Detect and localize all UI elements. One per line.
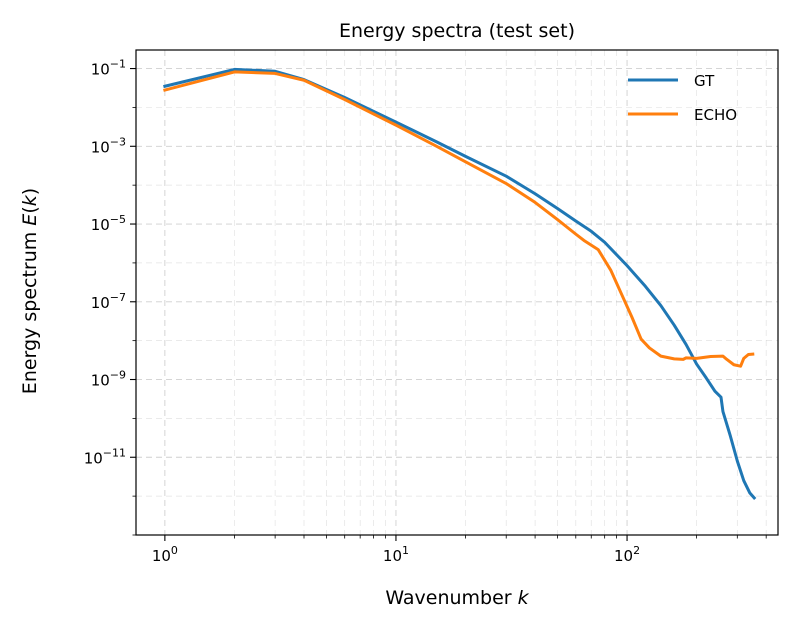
y-tick-label: 10−7 <box>91 291 126 312</box>
y-axis-label-function: E(k) <box>19 188 41 226</box>
x-tick-label: 100 <box>152 544 178 565</box>
series-line-echo <box>163 70 755 368</box>
legend: GT ECHO <box>628 72 737 124</box>
series-layer <box>163 67 757 501</box>
grid-layer <box>136 50 778 536</box>
legend-label-echo: ECHO <box>694 106 737 124</box>
y-tick-label: 10−3 <box>91 135 126 156</box>
tick-layer: 100 101 102 10−1 10−3 10−5 10−7 10−9 10−11 <box>84 58 767 565</box>
y-tick-label: 10−1 <box>91 58 126 79</box>
y-tick-label: 10−9 <box>91 369 126 390</box>
series-line-gt <box>163 67 757 501</box>
x-tick-label: 101 <box>383 544 409 565</box>
y-tick-label: 10−5 <box>91 213 126 234</box>
y-axis-label: Energy spectrum E(k) <box>19 188 41 394</box>
chart-title: Energy spectra (test set) <box>339 20 575 42</box>
x-axis-label: Wavenumber k <box>385 587 529 609</box>
y-tick-label: 10−11 <box>84 446 126 467</box>
label-layer: Energy spectra (test set) Wavenumber k E… <box>19 20 575 609</box>
x-tick-label: 102 <box>614 544 640 565</box>
legend-label-gt: GT <box>694 72 715 90</box>
axes-frame <box>135 49 779 536</box>
